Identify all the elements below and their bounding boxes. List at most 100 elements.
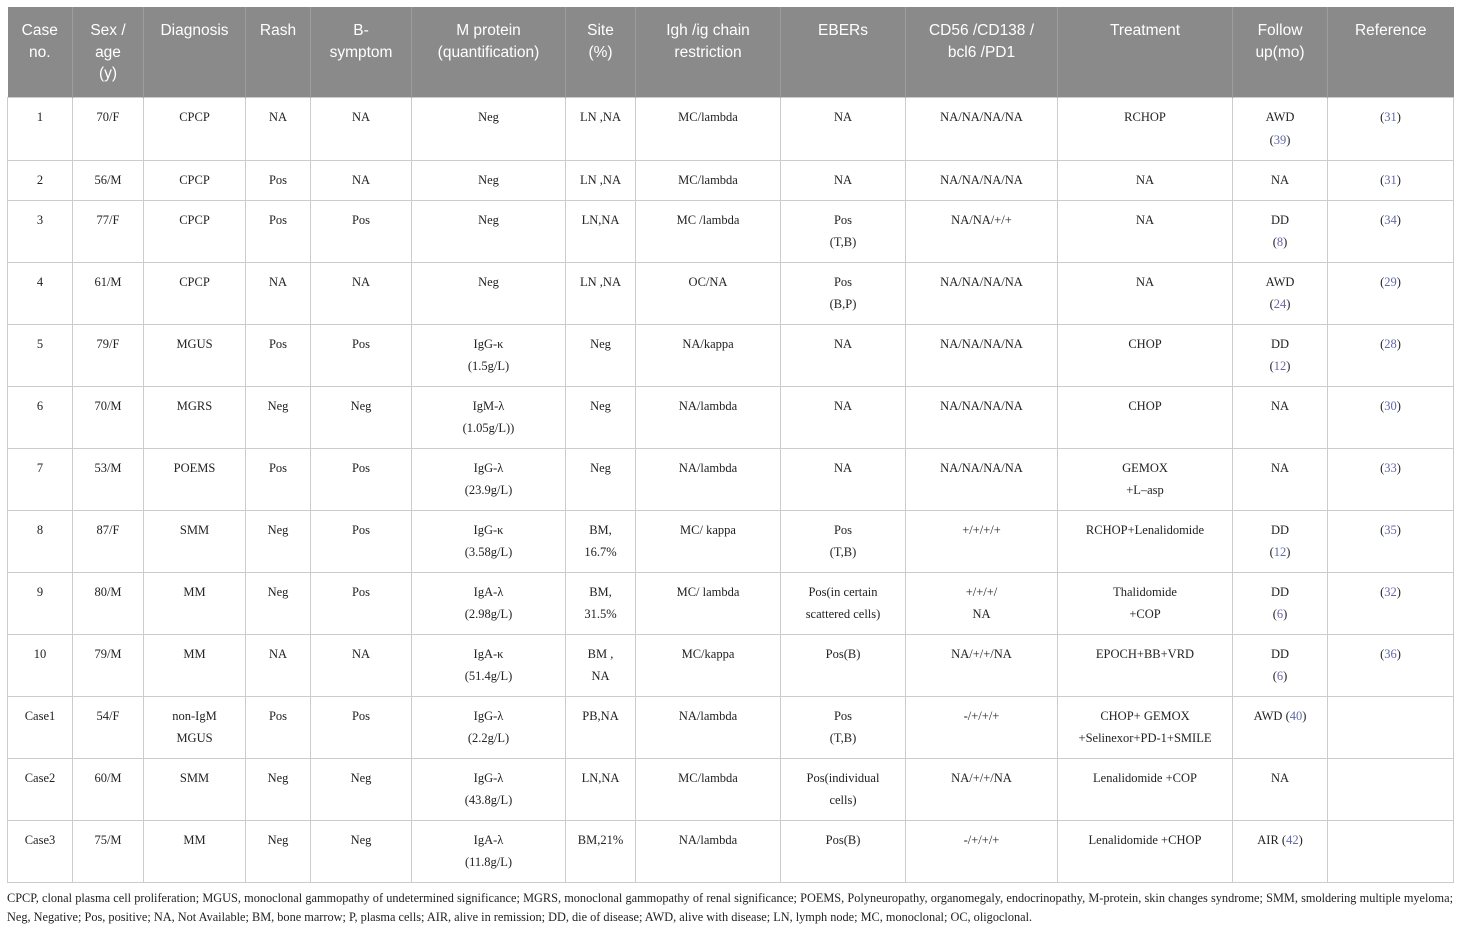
table-row: 3 77/F CPCP Pos Pos Neg LN,NA MC /lambda Pos (T,… bbox=[7, 199, 1454, 263]
cell-treatment: RCHOP+Lenalidomide bbox=[1057, 509, 1233, 573]
reference-link[interactable]: (34) bbox=[1380, 212, 1401, 227]
header-cell-case_no: Case no. bbox=[7, 7, 73, 98]
cell-follow_up: AIR (42) bbox=[1232, 819, 1328, 883]
cell-b_symptom: Pos bbox=[310, 571, 412, 635]
cell-case_no: 3 bbox=[7, 199, 73, 263]
cell-sex_age: 87/F bbox=[72, 509, 144, 573]
followup-ref-link[interactable]: (6) bbox=[1272, 607, 1288, 622]
followup-ref-link[interactable]: (24) bbox=[1269, 297, 1291, 312]
table-row: 6 70/M MGRS Neg Neg IgM-λ (1.05g/L)) Neg NA/lam… bbox=[7, 385, 1454, 449]
cell-treatment: CHOP bbox=[1057, 323, 1233, 387]
header-cell-sex_age: Sex / age (y) bbox=[72, 7, 144, 98]
case-table: Case no. Sex / age (y) Diagnosis Rash B- sym… bbox=[7, 7, 1454, 883]
cell-follow_up: DD (12) bbox=[1232, 323, 1328, 387]
reference-link[interactable]: (29) bbox=[1380, 274, 1401, 289]
cell-sex_age: 54/F bbox=[72, 695, 144, 759]
cell-rash: Neg bbox=[245, 509, 311, 573]
cell-b_symptom: Neg bbox=[310, 757, 412, 821]
cell-treatment: CHOP+ GEMOX +Selinexor+PD-1+SMILE bbox=[1057, 695, 1233, 759]
cell-rash: NA bbox=[245, 261, 311, 325]
header-cell-diagnosis: Diagnosis bbox=[143, 7, 246, 98]
cell-reference bbox=[1327, 819, 1454, 883]
cell-m_protein: IgG-κ (1.5g/L) bbox=[411, 323, 566, 387]
cell-igh: MC/ lambda bbox=[635, 571, 781, 635]
cell-site: LN ,NA bbox=[565, 261, 636, 325]
cell-ebers: Pos (T,B) bbox=[780, 509, 906, 573]
followup-ref-link[interactable]: (12) bbox=[1269, 359, 1291, 374]
followup-ref-link[interactable]: (6) bbox=[1272, 669, 1288, 684]
followup-ref-link[interactable]: (40) bbox=[1285, 708, 1307, 723]
cell-reference bbox=[1327, 757, 1454, 821]
cell-follow_up: NA bbox=[1232, 447, 1328, 511]
reference-link[interactable]: (31) bbox=[1380, 173, 1401, 188]
cell-follow_up: DD (12) bbox=[1232, 509, 1328, 573]
cell-igh: MC/kappa bbox=[635, 633, 781, 697]
cell-m_protein: Neg bbox=[411, 97, 566, 162]
cell-rash: Pos bbox=[245, 447, 311, 511]
header-row: Case no. Sex / age (y) Diagnosis Rash B- sym… bbox=[7, 7, 1454, 98]
cell-reference: (33) bbox=[1327, 447, 1454, 511]
reference-link[interactable]: (30) bbox=[1380, 398, 1401, 413]
header-cell-b_symptom: B- symptom bbox=[310, 7, 412, 98]
cell-follow_up: NA bbox=[1232, 385, 1328, 449]
cell-igh: MC/ kappa bbox=[635, 509, 781, 573]
cell-rash: Neg bbox=[245, 819, 311, 883]
followup-ref-link[interactable]: (8) bbox=[1272, 235, 1288, 250]
cell-treatment: GEMOX +L–asp bbox=[1057, 447, 1233, 511]
reference-link[interactable]: (33) bbox=[1380, 460, 1401, 475]
cell-cd56: +/+/+/+ bbox=[905, 509, 1058, 573]
table-header: Case no. Sex / age (y) Diagnosis Rash B- sym… bbox=[7, 7, 1454, 98]
followup-ref-link[interactable]: (39) bbox=[1269, 132, 1291, 147]
cell-diagnosis: MM bbox=[143, 633, 246, 697]
cell-ebers: Pos (T,B) bbox=[780, 695, 906, 759]
followup-ref-link[interactable]: (42) bbox=[1281, 832, 1303, 847]
cell-ebers: NA bbox=[780, 447, 906, 511]
cell-treatment: Lenalidomide +CHOP bbox=[1057, 819, 1233, 883]
cell-site: BM , NA bbox=[565, 633, 636, 697]
table-row: 10 79/M MM NA NA IgA-κ (51.4g/L) BM , NA MC/kap… bbox=[7, 633, 1454, 697]
cell-reference bbox=[1327, 695, 1454, 759]
cell-rash: Pos bbox=[245, 199, 311, 263]
cell-b_symptom: Pos bbox=[310, 509, 412, 573]
table-row: 2 56/M CPCP Pos NA Neg LN ,NA MC/lambda NA NA/NA/… bbox=[7, 160, 1454, 201]
cell-diagnosis: CPCP bbox=[143, 97, 246, 162]
cell-diagnosis: CPCP bbox=[143, 160, 246, 201]
cell-reference: (31) bbox=[1327, 160, 1454, 201]
cell-follow_up: AWD (39) bbox=[1232, 97, 1328, 162]
cell-rash: Neg bbox=[245, 571, 311, 635]
cell-rash: NA bbox=[245, 97, 311, 162]
cell-treatment: EPOCH+BB+VRD bbox=[1057, 633, 1233, 697]
cell-case_no: 8 bbox=[7, 509, 73, 573]
cell-treatment: NA bbox=[1057, 199, 1233, 263]
reference-link[interactable]: (35) bbox=[1380, 522, 1401, 537]
cell-cd56: NA/NA/NA/NA bbox=[905, 323, 1058, 387]
cell-case_no: 2 bbox=[7, 160, 73, 201]
reference-link[interactable]: (36) bbox=[1380, 646, 1401, 661]
table-row: 1 70/F CPCP NA NA Neg LN ,NA MC/lambda NA NA/NA/N… bbox=[7, 97, 1454, 162]
table-row: Case1 54/F non-IgM MGUS Pos Pos IgG-λ (2.2g/L… bbox=[7, 695, 1454, 759]
cell-igh: MC/lambda bbox=[635, 757, 781, 821]
cell-m_protein: IgM-λ (1.05g/L)) bbox=[411, 385, 566, 449]
header-cell-m_protein: M protein (quantification) bbox=[411, 7, 566, 98]
cell-igh: MC/lambda bbox=[635, 97, 781, 162]
reference-link[interactable]: (31) bbox=[1380, 110, 1401, 125]
cell-follow_up: AWD (24) bbox=[1232, 261, 1328, 325]
cell-b_symptom: Pos bbox=[310, 199, 412, 263]
reference-link[interactable]: (28) bbox=[1380, 336, 1401, 351]
cell-m_protein: IgA-λ (2.98g/L) bbox=[411, 571, 566, 635]
cell-igh: NA/lambda bbox=[635, 695, 781, 759]
followup-ref-link[interactable]: (12) bbox=[1269, 545, 1291, 560]
cell-sex_age: 70/F bbox=[72, 97, 144, 162]
cell-diagnosis: MM bbox=[143, 819, 246, 883]
cell-reference: (36) bbox=[1327, 633, 1454, 697]
cell-m_protein: IgG-λ (2.2g/L) bbox=[411, 695, 566, 759]
cell-ebers: Pos(individual cells) bbox=[780, 757, 906, 821]
cell-m_protein: IgA-λ (11.8g/L) bbox=[411, 819, 566, 883]
reference-link[interactable]: (32) bbox=[1380, 584, 1401, 599]
cell-cd56: NA/NA/NA/NA bbox=[905, 385, 1058, 449]
cell-site: BM, 16.7% bbox=[565, 509, 636, 573]
header-cell-follow_up: Follow up(mo) bbox=[1232, 7, 1328, 98]
cell-reference: (35) bbox=[1327, 509, 1454, 573]
cell-case_no: 9 bbox=[7, 571, 73, 635]
cell-sex_age: 61/M bbox=[72, 261, 144, 325]
